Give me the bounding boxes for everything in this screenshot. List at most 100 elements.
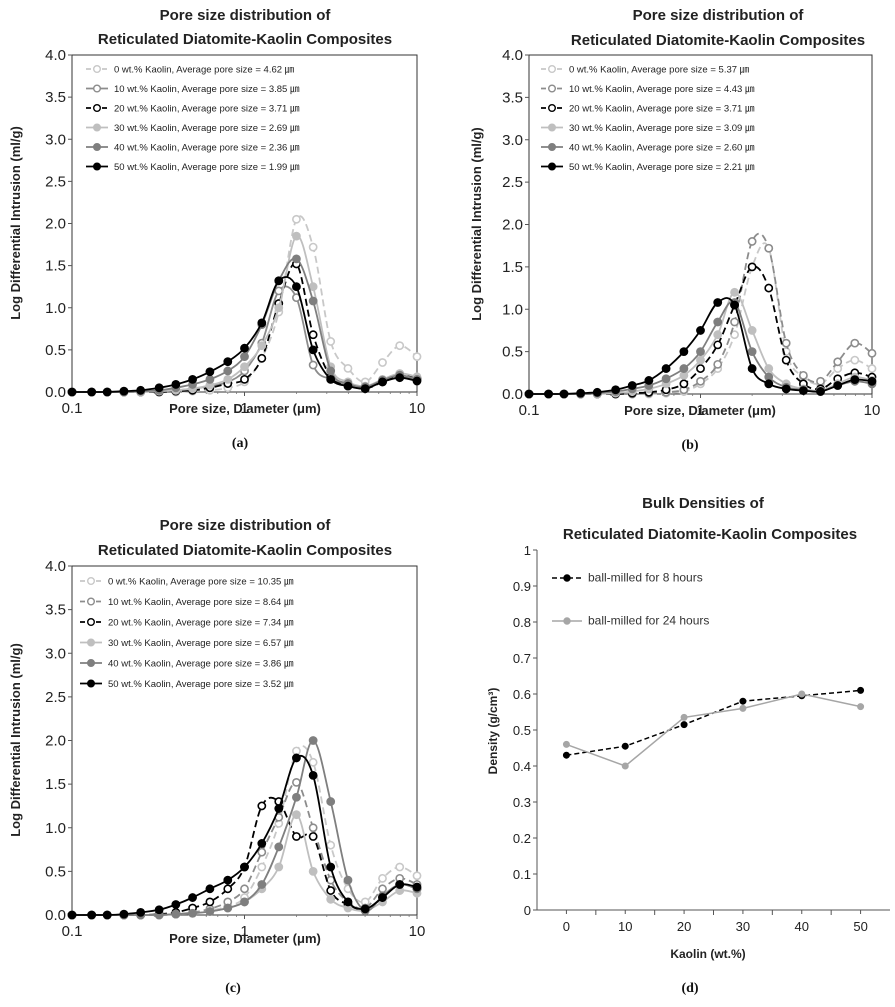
data-point (87, 387, 97, 397)
data-point (857, 703, 865, 711)
y-tick-label: 0.5 (513, 723, 531, 738)
y-tick-label: 3.0 (502, 132, 523, 149)
panel-d-series (562, 686, 865, 770)
legend-label-2: 20 wt.% Kaolin, Average pore size = 3.71… (569, 104, 755, 115)
data-point (747, 326, 757, 335)
legend-marker-5 (92, 162, 101, 171)
y-tick-label: 0 (524, 903, 531, 918)
y-tick-label: 2.0 (502, 217, 523, 234)
panel-c-x-axis-label: Pore size, Diameter (μm) (169, 931, 321, 946)
legend-marker-1 (92, 84, 101, 93)
data-point (850, 355, 860, 365)
data-point (240, 862, 249, 872)
data-point (326, 374, 336, 384)
legend-marker-2 (86, 618, 95, 627)
panel-c-title-line1: Pore size distribution of (160, 517, 332, 534)
panel-b-y-axis-label: Log Differential Intrusion (ml/g) (469, 127, 484, 321)
data-point (292, 746, 301, 756)
data-point (205, 374, 215, 384)
data-point (764, 379, 774, 389)
y-tick-label: 1.0 (45, 820, 66, 837)
data-point (713, 298, 723, 307)
data-point (136, 907, 146, 917)
data-point (562, 740, 570, 748)
legend-label-0: 0 wt.% Kaolin, Average pore size = 4.62 … (114, 65, 295, 76)
legend-label-4: 40 wt.% Kaolin, Average pore size = 3.86… (108, 659, 294, 670)
y-tick-label: 4.0 (502, 47, 523, 64)
data-point (781, 384, 791, 394)
data-point (850, 375, 860, 384)
data-point (833, 381, 843, 390)
panel-d-x-ticks: 0 10 20 30 40 50 (563, 910, 868, 934)
legend-marker-5 (548, 162, 557, 171)
panel-c-x-ticks: 0.1 1 10 (62, 915, 425, 940)
series-line-1 (566, 693, 861, 767)
data-point (308, 823, 318, 833)
panel-a-legend: 0 wt.% Kaolin, Average pore size = 4.62 … (86, 65, 300, 173)
data-point (360, 904, 370, 914)
data-point (188, 893, 197, 902)
data-point (343, 875, 353, 885)
panel-a-x-axis-label: Pore size, Diameter (μm) (169, 401, 321, 416)
data-point (747, 347, 757, 357)
panel-b-legend: 0 wt.% Kaolin, Average pore size = 5.37 … (541, 65, 755, 173)
legend-marker-3 (548, 123, 557, 132)
data-point (764, 243, 774, 253)
data-point (223, 357, 233, 367)
data-point (395, 862, 405, 872)
panel-b-series (524, 232, 877, 399)
legend-label-1: 10 wt.% Kaolin, Average pore size = 3.85… (114, 84, 300, 95)
y-tick-label: 2.5 (45, 689, 66, 706)
data-point (730, 330, 739, 340)
panel-c-series (67, 736, 422, 920)
legend-label-2: 20 wt.% Kaolin, Average pore size = 7.34… (108, 618, 294, 629)
data-point (308, 330, 318, 340)
data-point (326, 886, 336, 895)
data-point (240, 374, 249, 384)
panel-a-title-line1: Pore size distribution of (160, 7, 332, 24)
legend-label-1: 10 wt.% Kaolin, Average pore size = 8.64… (108, 597, 294, 608)
y-tick-label: 0.8 (513, 615, 531, 630)
panel-b-title-line2: Reticulated Diatomite-Kaolin Composites (571, 32, 865, 49)
series-line-0 (566, 689, 861, 756)
y-tick-label: 0.2 (513, 831, 531, 846)
data-point (136, 385, 146, 395)
data-point (223, 903, 233, 913)
data-point (412, 352, 422, 362)
x-tick-label: 10 (618, 919, 632, 934)
y-tick-label: 1.5 (45, 776, 66, 793)
data-point (326, 894, 336, 904)
data-point (739, 697, 747, 705)
legend-label-3: 30 wt.% Kaolin, Average pore size = 2.69… (114, 123, 300, 134)
legend-marker-4 (92, 142, 101, 151)
data-point (867, 364, 877, 373)
data-point (747, 364, 757, 373)
panel-c-y-ticks: 0.0 0.5 1.0 1.5 2.0 2.5 3.0 3.5 4.0 (45, 558, 72, 924)
data-point (867, 376, 877, 386)
data-point (378, 884, 387, 894)
y-tick-label: 0.7 (513, 651, 531, 666)
y-tick-label: 3.5 (502, 89, 523, 106)
data-point (696, 326, 705, 335)
panel-d-title-line2: Reticulated Diatomite-Kaolin Composites (563, 526, 857, 543)
data-point (308, 242, 318, 252)
data-point (378, 377, 387, 387)
data-point (747, 237, 757, 246)
data-point (661, 364, 671, 373)
y-tick-label: 3.5 (45, 602, 66, 619)
data-point (119, 909, 129, 919)
data-point (343, 364, 353, 373)
data-point (661, 374, 671, 384)
y-tick-label: 0.4 (513, 759, 531, 774)
data-point (730, 317, 739, 327)
x-tick-label: 10 (409, 400, 426, 417)
legend-marker-2 (548, 103, 557, 112)
data-point (274, 276, 284, 286)
data-point (292, 214, 301, 224)
data-point (343, 381, 353, 391)
x-tick-label: 0.1 (62, 923, 83, 940)
panel-d: Bulk Densities of Reticulated Diatomite-… (486, 495, 890, 996)
data-point (850, 338, 860, 348)
data-point (274, 862, 284, 872)
data-point (326, 366, 336, 376)
